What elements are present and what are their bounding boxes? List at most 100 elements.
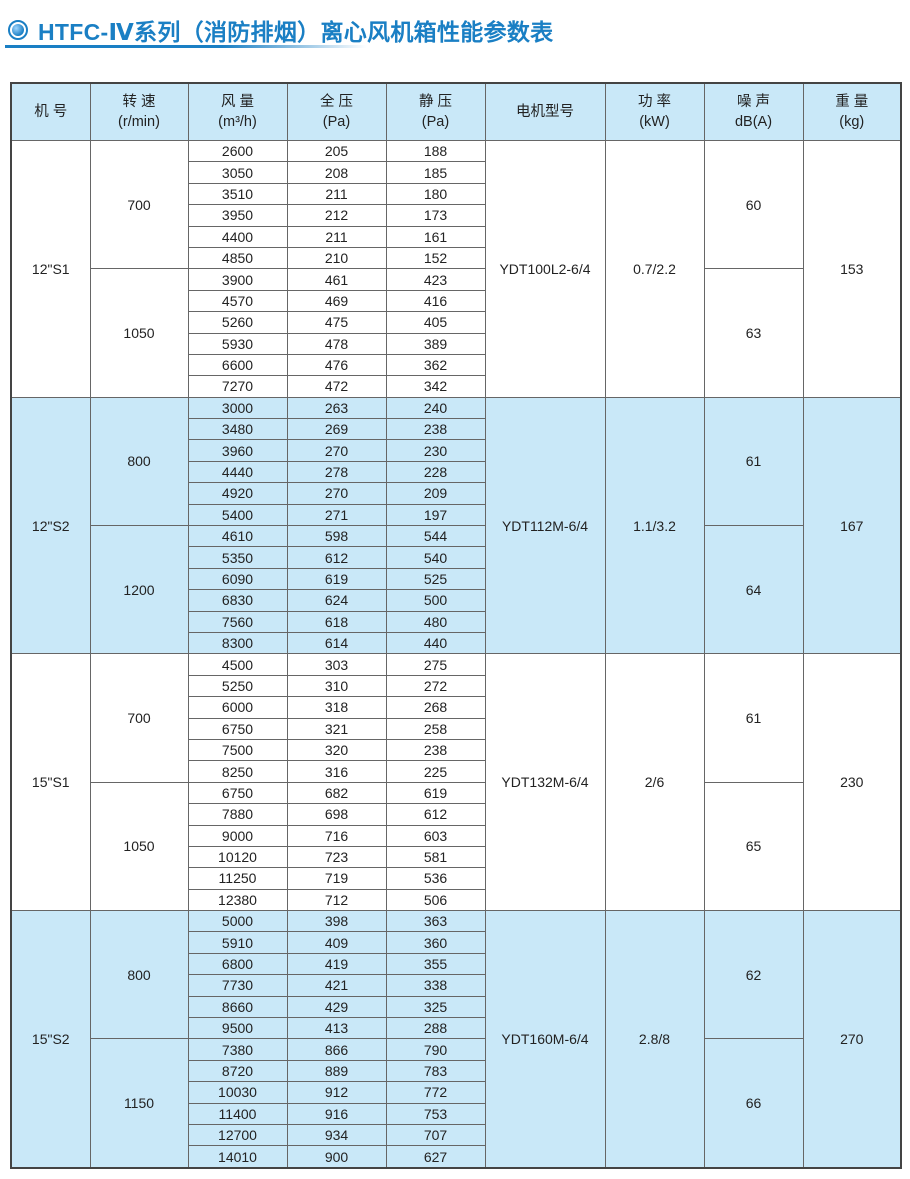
total-pressure-cell: 624: [286, 589, 387, 612]
static-pressure-cell: 783: [385, 1059, 486, 1083]
table-row: 5400 271 197: [11, 503, 901, 527]
static-pressure-cell: 362: [385, 353, 486, 377]
speed-cell: 1050: [89, 781, 189, 912]
noise-cell: 60: [703, 139, 804, 270]
static-pressure-cell: 272: [385, 674, 486, 698]
airflow-cell: 7880: [187, 803, 288, 826]
speed-cell: 800: [89, 910, 189, 1040]
total-pressure-cell: 916: [286, 1102, 387, 1125]
total-pressure-cell: 598: [286, 525, 387, 548]
static-pressure-cell: 230: [385, 439, 486, 462]
static-pressure-cell: 525: [385, 567, 486, 591]
header-label: 功 率: [637, 94, 672, 110]
static-pressure-cell: 772: [385, 1081, 486, 1104]
static-pressure-cell: 790: [385, 1038, 486, 1061]
table-row: 1050 6750 682 619 65: [11, 781, 901, 912]
airflow-cell: 6600: [187, 353, 288, 377]
total-pressure-cell: 889: [286, 1059, 387, 1083]
table-row: 11400 916 753: [11, 1102, 901, 1125]
header-row: 机 号 转 速 (r/min) 风 量 (m³/h) 全 压 (Pa) 静 压 (Pa) 电机型号…: [10, 82, 902, 141]
total-pressure-cell: 278: [286, 460, 387, 484]
total-pressure-cell: 263: [286, 396, 387, 420]
power-cell: 1.1/3.2: [604, 396, 705, 655]
airflow-cell: 4440: [187, 460, 288, 484]
total-pressure-cell: 421: [286, 974, 387, 997]
static-pressure-cell: 440: [385, 631, 486, 655]
motor-type-cell: YDT132M-6/4: [484, 653, 606, 912]
model-cell: 12"S2: [10, 396, 91, 655]
total-pressure-cell: 318: [286, 696, 387, 719]
power-cell: 0.7/2.2: [604, 140, 705, 398]
total-pressure-cell: 409: [286, 931, 387, 954]
circle-bullet-icon: [8, 20, 28, 40]
table-row: 9500 413 288: [11, 1017, 901, 1040]
total-pressure-cell: 320: [286, 738, 387, 762]
airflow-cell: 5260: [187, 311, 288, 334]
static-pressure-cell: 325: [385, 995, 486, 1019]
airflow-cell: 8300: [187, 631, 288, 655]
table-row: 15"S2 800 5000 398 363 YDT160M-6/4 2.8/8 62 270: [10, 910, 902, 1169]
header-model: 机 号: [10, 82, 91, 141]
airflow-cell: 3960: [187, 439, 288, 462]
static-pressure-cell: 603: [385, 824, 486, 847]
header-unit: (Pa): [322, 114, 351, 130]
performance-table: 机 号 转 速 (r/min) 风 量 (m³/h) 全 压 (Pa) 静 压 (Pa) 电机型号…: [10, 82, 902, 1169]
noise-cell: 63: [703, 268, 804, 398]
static-pressure-cell: 540: [385, 546, 486, 569]
airflow-cell: 7730: [187, 974, 288, 997]
airflow-cell: 8250: [187, 760, 288, 783]
airflow-cell: 3900: [187, 268, 288, 291]
airflow-cell: 11250: [187, 867, 288, 890]
table-row: 3480 269 238: [11, 418, 901, 441]
airflow-cell: 7380: [187, 1038, 288, 1061]
total-pressure-cell: 698: [286, 803, 387, 826]
header-label: 风 量: [220, 94, 255, 110]
static-pressure-cell: 363: [385, 910, 486, 933]
header-label: 重 量: [835, 94, 869, 110]
header-power: 功 率 (kW): [604, 82, 705, 141]
static-pressure-cell: 238: [385, 418, 486, 441]
header-weight: 重 量 (kg): [802, 82, 902, 141]
total-pressure-cell: 211: [286, 182, 387, 206]
header-label: 转 速: [122, 94, 156, 110]
static-pressure-cell: 342: [385, 375, 486, 398]
model-cell: 12"S1: [10, 140, 91, 398]
noise-cell: 64: [703, 525, 804, 655]
airflow-cell: 4500: [187, 653, 288, 676]
total-pressure-cell: 210: [286, 246, 387, 270]
static-pressure-cell: 152: [385, 246, 486, 270]
static-pressure-cell: 161: [385, 225, 486, 248]
static-pressure-cell: 405: [385, 311, 486, 334]
static-pressure-cell: 612: [385, 803, 486, 826]
total-pressure-cell: 461: [286, 268, 387, 291]
airflow-cell: 6750: [187, 781, 288, 805]
airflow-cell: 3950: [187, 204, 288, 227]
static-pressure-cell: 536: [385, 867, 486, 890]
airflow-cell: 6750: [187, 717, 288, 740]
header-unit: (m³/h): [218, 114, 257, 130]
header-label: 全 压: [319, 94, 354, 110]
static-pressure-cell: 188: [385, 139, 486, 163]
table-row: 1050 3900 461 423 63: [11, 268, 901, 398]
total-pressure-cell: 398: [286, 910, 387, 933]
noise-cell: 61: [703, 653, 804, 783]
table-row: 4570 469 416: [11, 289, 901, 313]
header-airflow: 风 量 (m³/h): [187, 82, 288, 141]
table-row: 7730 421 338: [11, 974, 901, 997]
table-row: 10030 912 772: [11, 1081, 901, 1104]
total-pressure-cell: 321: [286, 717, 387, 740]
airflow-cell: 4850: [187, 246, 288, 270]
total-pressure-cell: 716: [286, 824, 387, 847]
speed-cell: 700: [89, 653, 189, 783]
total-pressure-cell: 719: [286, 867, 387, 890]
airflow-cell: 12380: [187, 888, 288, 912]
static-pressure-cell: 360: [385, 931, 486, 954]
static-pressure-cell: 423: [385, 268, 486, 291]
airflow-cell: 4920: [187, 482, 288, 505]
static-pressure-cell: 173: [385, 204, 486, 227]
table-row: 9000 716 603: [11, 824, 901, 847]
airflow-cell: 4570: [187, 289, 288, 313]
total-pressure-cell: 205: [286, 139, 387, 163]
total-pressure-cell: 208: [286, 161, 387, 184]
static-pressure-cell: 197: [385, 503, 486, 527]
